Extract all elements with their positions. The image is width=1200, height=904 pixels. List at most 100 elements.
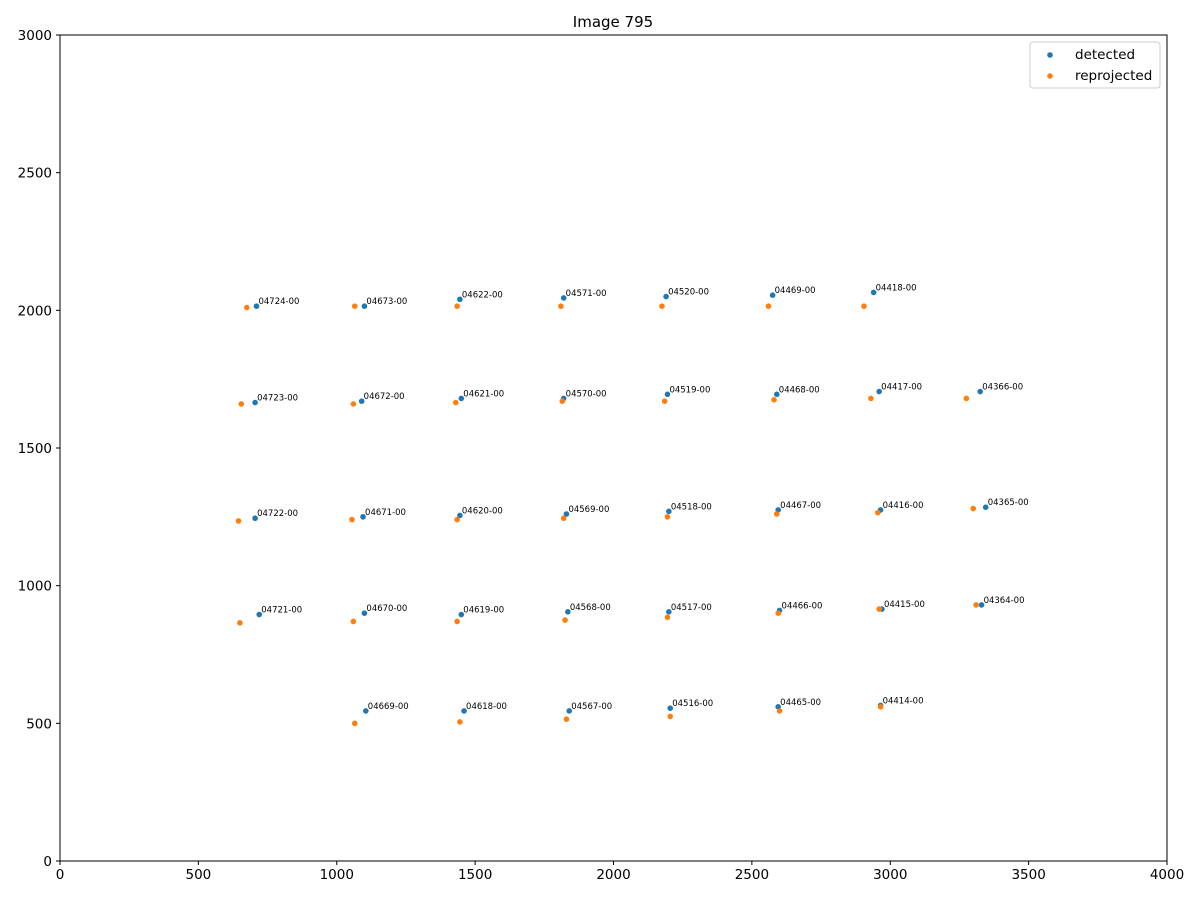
point-label: 04517-00 [671, 603, 712, 613]
detected-point [256, 611, 263, 618]
x-tick-label: 3000 [873, 867, 907, 883]
reprojected-point [970, 505, 977, 512]
point-label: 04722-00 [257, 509, 298, 519]
detected-point [361, 610, 368, 616]
reprojected-point [349, 516, 355, 523]
point-label: 04571-00 [566, 289, 607, 299]
chart-title: Image 795 [573, 13, 653, 31]
detected-point [769, 292, 776, 298]
reprojected-point [454, 618, 460, 625]
point-label: 04467-00 [780, 501, 821, 511]
y-tick-label: 3000 [18, 28, 52, 44]
point-label: 04518-00 [671, 502, 712, 512]
reprojected-point [563, 716, 570, 723]
reprojected-point [776, 708, 783, 714]
y-tick-label: 0 [43, 854, 52, 870]
point-label: 04416-00 [883, 501, 924, 511]
reprojected-point [861, 303, 867, 310]
reprojected-point [559, 398, 566, 404]
reprojected-point [560, 515, 567, 522]
reprojected-point [350, 618, 357, 625]
legend: detected reprojected [1029, 41, 1161, 89]
detected-point [978, 602, 985, 608]
reprojected-point [351, 720, 358, 727]
point-label: 04670-00 [366, 604, 407, 614]
point-label: 04519-00 [669, 385, 710, 395]
point-label: 04618-00 [466, 702, 507, 712]
point-label: 04364-00 [984, 596, 1025, 606]
detected-point [666, 508, 672, 515]
point-label: 04621-00 [463, 389, 504, 399]
axes: 0 500 1000 1500 2000 2500 3000 3500 4000 0 500 1000… [18, 28, 1185, 883]
series-reprojected [235, 303, 979, 727]
point-label: 04366-00 [982, 383, 1023, 393]
y-tick-label: 1500 [18, 441, 52, 457]
reprojected-point [452, 399, 459, 406]
point-label: 04365-00 [988, 498, 1029, 508]
detected-point [361, 303, 368, 310]
legend-marker-detected [1047, 52, 1053, 58]
detected-point [458, 395, 465, 402]
detected-point [457, 512, 463, 519]
detected-point [667, 705, 674, 711]
detected-point [666, 609, 672, 615]
point-label: 04570-00 [566, 389, 607, 399]
x-tick-label: 2500 [735, 867, 769, 883]
detected-point [982, 504, 989, 510]
reprojected-point [868, 395, 874, 402]
legend-label-reprojected: reprojected [1075, 68, 1152, 84]
plot-area: 04724-00 04673-00 04622-00 04571-00 04520-00… [235, 283, 1029, 727]
y-tick-label: 500 [26, 716, 52, 732]
point-label: 04465-00 [780, 698, 821, 708]
detected-point [360, 514, 366, 520]
y-tick-label: 2000 [18, 303, 52, 319]
reprojected-point [661, 398, 668, 404]
point-label: 04669-00 [368, 702, 409, 712]
point-label: 04673-00 [366, 297, 407, 307]
y-tick-label: 2500 [18, 166, 52, 182]
point-labels: 04724-00 04673-00 04622-00 04571-00 04520-00… [257, 283, 1029, 712]
point-label: 04417-00 [881, 383, 922, 393]
point-label: 04721-00 [261, 606, 302, 616]
reprojected-point [457, 719, 463, 725]
point-label: 04672-00 [364, 392, 405, 402]
detected-point [252, 399, 258, 406]
detected-point [563, 511, 570, 517]
detected-point [252, 515, 258, 522]
y-tick-label: 1000 [18, 579, 52, 595]
detected-point [363, 708, 369, 714]
reprojected-point [664, 514, 671, 520]
reprojected-point [454, 303, 460, 310]
legend-marker-reprojected [1047, 73, 1053, 79]
reprojected-point [775, 610, 781, 616]
detected-point [664, 391, 671, 398]
reprojected-point [765, 303, 772, 310]
x-tick-label: 3500 [1011, 867, 1045, 883]
reprojected-point [558, 303, 564, 310]
detected-point [876, 388, 882, 395]
reprojected-point [664, 614, 671, 621]
reprojected-point [667, 713, 674, 720]
legend-frame [1029, 41, 1161, 89]
detected-point [358, 398, 365, 404]
reprojected-point [454, 516, 460, 523]
detected-point [566, 708, 573, 714]
reprojected-point [350, 401, 357, 407]
point-label: 04418-00 [876, 283, 917, 293]
detected-point [773, 391, 780, 398]
point-label: 04520-00 [668, 288, 709, 298]
detected-point [870, 289, 877, 296]
point-label: 04567-00 [571, 702, 612, 712]
x-tick-label: 0 [56, 867, 65, 883]
detected-point [663, 293, 669, 300]
point-label: 04724-00 [258, 297, 299, 307]
point-label: 04466-00 [782, 601, 823, 611]
point-label: 04622-00 [462, 290, 503, 300]
detected-point [253, 303, 260, 310]
detected-point [457, 296, 463, 303]
point-label: 04568-00 [570, 603, 611, 613]
reprojected-point [773, 511, 780, 517]
point-label: 04516-00 [672, 699, 713, 709]
